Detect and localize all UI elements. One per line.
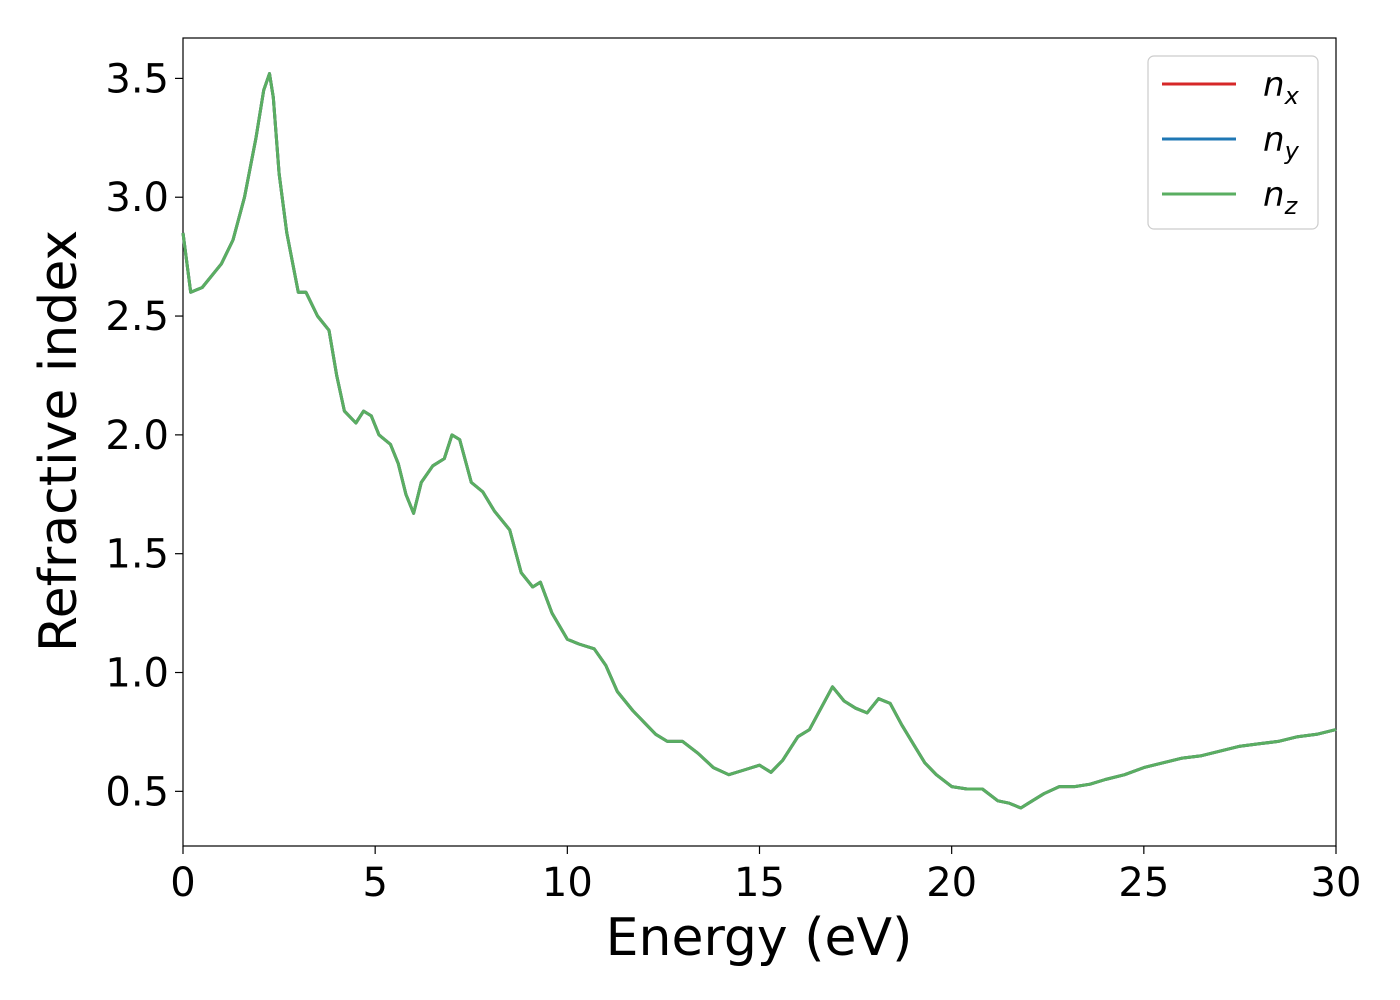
- x-tick-label: 0: [170, 860, 195, 906]
- series-line-nz: [181, 72, 1337, 810]
- plot-area: [181, 37, 1337, 847]
- x-tick-label: 20: [926, 860, 977, 906]
- y-tick-label: 1.5: [105, 532, 169, 578]
- x-tick-label: 25: [1118, 860, 1169, 906]
- x-tick-label: 5: [362, 860, 387, 906]
- y-tick-label: 1.0: [105, 651, 169, 697]
- x-tick-label: 10: [542, 860, 593, 906]
- plot-frame: [182, 37, 1337, 847]
- y-tick-label: 3.5: [105, 56, 169, 102]
- y-tick-label: 3.0: [105, 175, 169, 221]
- y-axis-ticks: 0.5 1.0 1.5 2.0 2.5 3.0 3.5: [105, 56, 183, 815]
- y-tick-label: 2.0: [105, 413, 169, 459]
- legend-label-ny: ny: [1263, 120, 1300, 165]
- legend: nx ny nz: [1147, 55, 1319, 230]
- legend-label-nz: nz: [1263, 175, 1299, 220]
- y-tick-label: 0.5: [105, 769, 169, 815]
- y-axis-label: Refractive index: [29, 230, 89, 652]
- legend-box: [1147, 55, 1319, 230]
- x-axis-ticks: 0 5 10 15 20 25 30: [170, 846, 1361, 906]
- x-tick-label: 30: [1311, 860, 1362, 906]
- legend-label-nx: nx: [1263, 65, 1300, 110]
- y-tick-label: 2.5: [105, 294, 169, 340]
- x-axis-label: Energy (eV): [606, 908, 913, 968]
- x-tick-label: 15: [734, 860, 785, 906]
